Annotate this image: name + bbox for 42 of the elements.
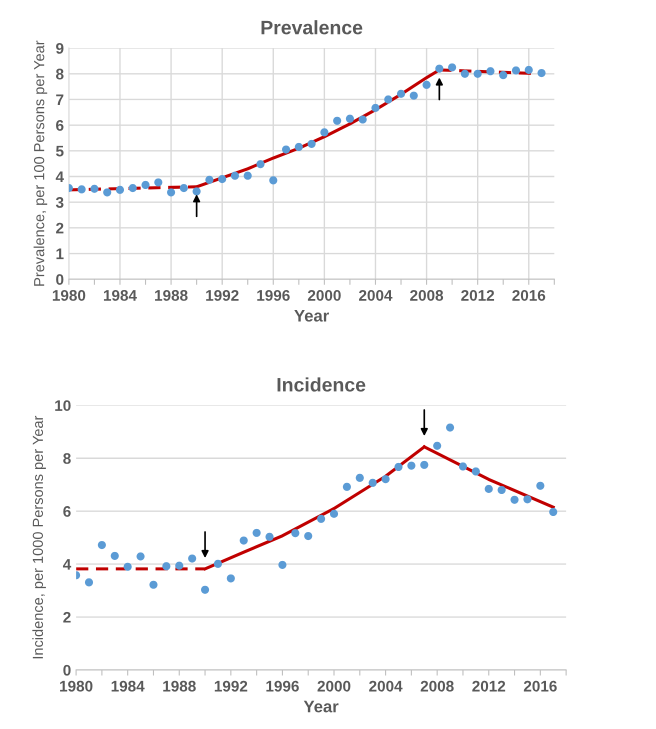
y-tick-label: 4 bbox=[62, 559, 72, 570]
chart-title: Incidence bbox=[278, 377, 366, 392]
y-tick-label: 6 bbox=[56, 120, 64, 131]
y-axis-title: Incidence, per 1000 Persons per Year bbox=[32, 416, 46, 658]
y-axis-title: Prevalence, per 100 Persons per Year bbox=[34, 40, 48, 286]
x-tick-label: 2012 bbox=[472, 680, 506, 692]
x-tick-label: 2008 bbox=[410, 290, 444, 301]
x-tick-label: 1988 bbox=[163, 680, 196, 692]
x-tick-label: 2012 bbox=[461, 290, 494, 301]
x-tick-label: 2016 bbox=[512, 290, 546, 301]
x-tick-label: 1992 bbox=[214, 680, 248, 692]
y-tick-label: 1 bbox=[56, 248, 64, 260]
y-tick-label: 6 bbox=[63, 506, 71, 517]
y-tick-label: 4 bbox=[56, 172, 64, 182]
chart-title: Prevalence bbox=[262, 20, 362, 34]
x-tick-label: 1980 bbox=[60, 680, 92, 692]
y-tick-label: 5 bbox=[56, 146, 64, 157]
x-axis-title: Year bbox=[294, 310, 329, 322]
x-tick-label: 1992 bbox=[206, 290, 239, 301]
x-tick-label: 1988 bbox=[155, 290, 188, 301]
x-tick-label: 1980 bbox=[52, 290, 86, 301]
y-tick-label: 8 bbox=[56, 68, 64, 80]
x-tick-label: 1996 bbox=[257, 290, 290, 301]
x-tick-label: 1984 bbox=[104, 290, 137, 301]
x-tick-label: 2004 bbox=[369, 680, 403, 692]
x-tick-label: 2004 bbox=[359, 290, 392, 301]
x-tick-label: 2000 bbox=[308, 290, 341, 301]
x-tick-label: 2008 bbox=[420, 680, 454, 692]
y-tick-label: 0 bbox=[56, 274, 64, 285]
x-tick-label: 1984 bbox=[112, 680, 145, 692]
y-tick-label: 0 bbox=[63, 664, 71, 676]
x-tick-label: 2000 bbox=[318, 680, 350, 692]
y-tick-label: 9 bbox=[56, 42, 64, 54]
x-tick-label: 1996 bbox=[266, 680, 299, 692]
x-axis-title: Year bbox=[304, 700, 338, 712]
y-tick-label: 2 bbox=[63, 612, 71, 623]
y-tick-label: 10 bbox=[55, 400, 71, 412]
y-tick-label: 2 bbox=[56, 222, 64, 234]
x-tick-label: 2016 bbox=[524, 680, 557, 692]
y-tick-label: 7 bbox=[56, 94, 64, 106]
y-tick-label: 8 bbox=[63, 453, 71, 464]
y-tick-label: 3 bbox=[56, 197, 64, 208]
